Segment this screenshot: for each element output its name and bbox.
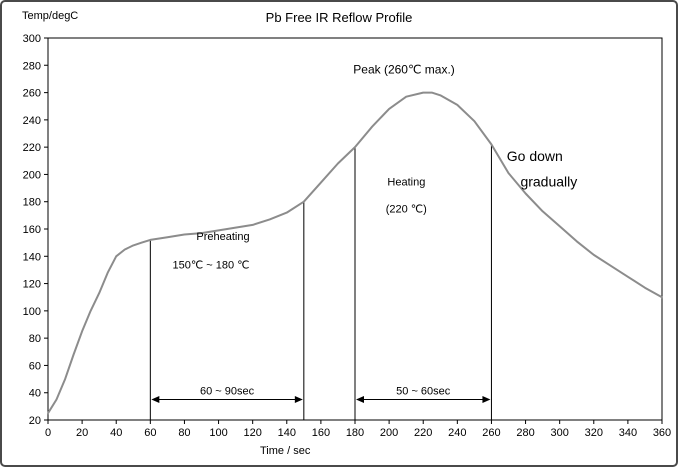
interval-arrow-left-head bbox=[356, 396, 364, 404]
interval-arrow-left-head bbox=[151, 396, 160, 404]
x-axis-title: Time / sec bbox=[260, 445, 311, 457]
y-tick-label: 220 bbox=[23, 142, 41, 154]
x-tick-label: 240 bbox=[448, 427, 466, 439]
x-tick-label: 40 bbox=[110, 427, 122, 439]
y-tick-label: 280 bbox=[23, 60, 41, 72]
go-down-label: Go down bbox=[507, 148, 563, 164]
x-tick-label: 360 bbox=[653, 427, 671, 439]
interval-arrow-right-head bbox=[294, 396, 303, 404]
x-tick-label: 0 bbox=[45, 427, 51, 439]
x-tick-label: 320 bbox=[585, 427, 603, 439]
y-tick-label: 300 bbox=[23, 33, 41, 45]
x-tick-label: 120 bbox=[243, 427, 261, 439]
x-tick-label: 300 bbox=[550, 427, 568, 439]
y-axis-title: Temp/degC bbox=[22, 10, 78, 22]
plot-area: 0 20 40 60 80 100 120 140 160 180 200 220 240 260 280 3… bbox=[23, 33, 672, 439]
heating-temp-label: (220 ℃) bbox=[386, 204, 427, 216]
preheating-label: Preheating bbox=[196, 231, 249, 243]
x-tick-label: 60 bbox=[144, 427, 156, 439]
chart-title: Pb Free IR Reflow Profile bbox=[266, 10, 413, 25]
y-tick-label: 200 bbox=[23, 169, 41, 181]
y-tick-label: 80 bbox=[29, 333, 41, 345]
y-tick-label: 20 bbox=[29, 415, 41, 427]
x-tick-label: 180 bbox=[346, 427, 364, 439]
x-tick-label: 80 bbox=[178, 427, 190, 439]
y-tick-label: 180 bbox=[23, 197, 41, 209]
interval-label: 60 ~ 90sec bbox=[200, 386, 255, 398]
y-tick-label: 160 bbox=[23, 224, 41, 236]
interval-label: 50 ~ 60sec bbox=[396, 386, 451, 398]
y-tick-label: 40 bbox=[29, 388, 41, 400]
x-tick-label: 20 bbox=[76, 427, 88, 439]
x-tick-label: 160 bbox=[312, 427, 330, 439]
x-tick-label: 340 bbox=[619, 427, 637, 439]
x-tick-label: 280 bbox=[516, 427, 534, 439]
x-tick-label: 220 bbox=[414, 427, 432, 439]
temperature-curve bbox=[47, 91, 663, 415]
y-tick-label: 100 bbox=[23, 306, 41, 318]
x-tick-label: 260 bbox=[482, 427, 500, 439]
x-tick-label: 200 bbox=[380, 427, 398, 439]
x-tick-label: 100 bbox=[209, 427, 227, 439]
y-tick-label: 60 bbox=[29, 360, 41, 372]
x-tick-label: 140 bbox=[278, 427, 296, 439]
peak-label: Peak (260℃ max.) bbox=[353, 62, 455, 76]
y-tick-label: 120 bbox=[23, 279, 41, 291]
preheating-range-label: 150℃ ~ 180 ℃ bbox=[173, 260, 250, 272]
y-tick-label: 140 bbox=[23, 251, 41, 263]
gradually-label: gradually bbox=[520, 174, 577, 190]
y-tick-label: 260 bbox=[23, 88, 41, 100]
interval-arrow-right-head bbox=[482, 396, 491, 404]
y-tick-label: 240 bbox=[23, 115, 41, 127]
heating-label: Heating bbox=[387, 176, 425, 188]
